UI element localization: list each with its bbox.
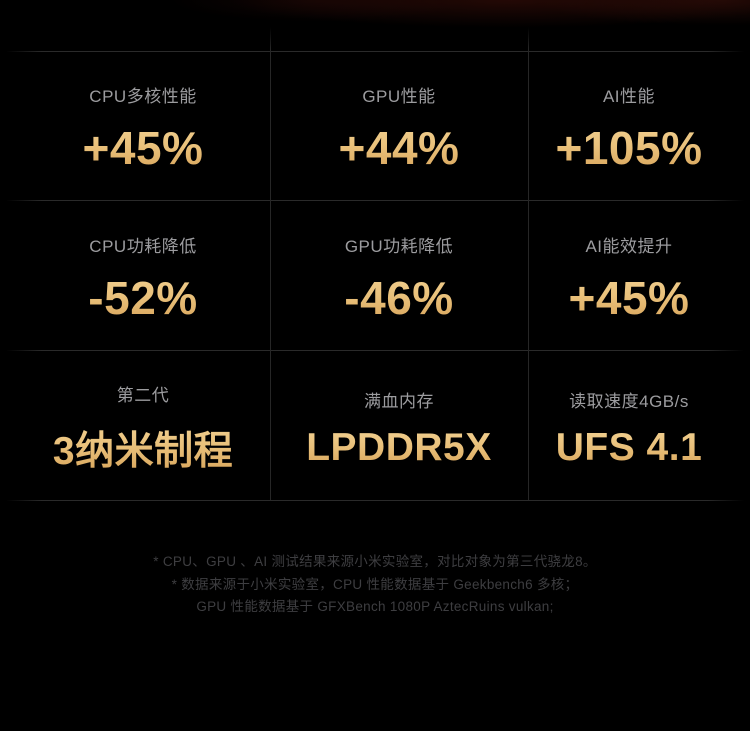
stat-value: 3纳米制程 [53, 420, 233, 476]
stat-label: GPU功耗降低 [344, 236, 454, 256]
grid-line-horizontal-2 [6, 200, 744, 201]
stat-cell-storage: 读取速度4GB/s UFS 4.1 [528, 350, 750, 500]
stat-cell-gpu-power: GPU功耗降低 -46% [270, 200, 528, 350]
stat-cell-memory: 满血内存 LPDDR5X [270, 350, 528, 500]
stats-row-1: CPU多核性能 +45% GPU性能 +44% AI性能 +105% [0, 51, 750, 200]
top-red-glow [0, 0, 750, 28]
footnote-line-3: GPU 性能数据基于 GFXBench 1080P AztecRuins vul… [196, 599, 554, 614]
stat-cell-cpu-power: CPU功耗降低 -52% [0, 200, 270, 350]
grid-line-vertical-1 [270, 27, 271, 500]
stat-cell-gpu-performance: GPU性能 +44% [270, 51, 528, 200]
grid-line-vertical-2 [528, 27, 529, 500]
grid-line-horizontal-3 [6, 350, 744, 351]
grid-line-horizontal-1 [6, 51, 744, 52]
stat-cell-ai-efficiency: AI能效提升 +45% [528, 200, 750, 350]
stat-label: AI能效提升 [585, 236, 673, 256]
stat-value: UFS 4.1 [555, 425, 703, 469]
footnote-line-2: * 数据来源于小米实验室，CPU 性能数据基于 Geekbench6 多核； [171, 576, 579, 592]
stats-row-3: 第二代 3纳米制程 满血内存 LPDDR5X 读取速度4GB/s UFS 4.1 [0, 350, 750, 500]
stat-cell-ai-performance: AI性能 +105% [528, 51, 750, 200]
footnote-line-1: * CPU、GPU 、AI 测试结果来源小米实验室，对比对象为第三代骁龙8。 [153, 554, 597, 569]
stat-label: 第二代 [116, 385, 170, 405]
grid-line-horizontal-4 [6, 500, 744, 501]
stat-label: CPU功耗降低 [89, 236, 197, 256]
stat-label: AI性能 [602, 87, 656, 106]
stat-value: -52% [88, 271, 198, 324]
stat-value: +45% [568, 271, 690, 324]
stat-cell-cpu-performance: CPU多核性能 +45% [0, 51, 270, 200]
stat-value: -46% [344, 271, 454, 324]
stat-value: +44% [338, 122, 460, 174]
stat-value: LPDDR5X [306, 425, 492, 469]
stat-label: CPU多核性能 [89, 87, 197, 106]
stat-value: +105% [555, 122, 703, 174]
stat-cell-process-node: 第二代 3纳米制程 [0, 350, 270, 500]
stat-value: +45% [82, 122, 204, 174]
footnotes: * CPU、GPU 、AI 测试结果来源小米实验室，对比对象为第三代骁龙8。 *… [0, 551, 750, 619]
stats-row-2: CPU功耗降低 -52% GPU功耗降低 -46% AI能效提升 +45% [0, 200, 750, 350]
stat-label: GPU性能 [362, 87, 436, 106]
stat-label: 读取速度4GB/s [569, 391, 689, 411]
stat-label: 满血内存 [364, 391, 434, 411]
